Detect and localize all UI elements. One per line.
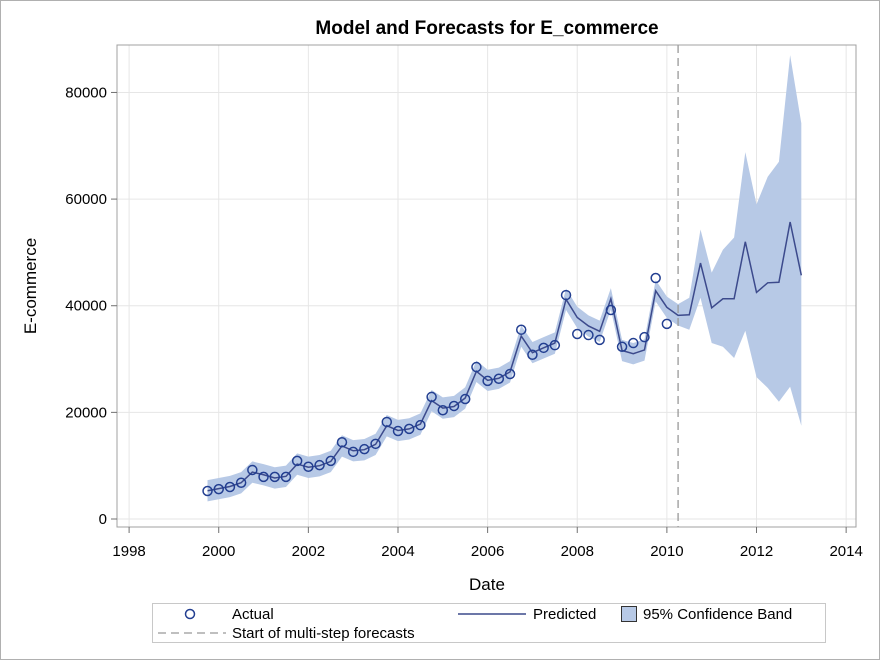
legend-label: 95% Confidence Band bbox=[643, 606, 792, 623]
actual-point bbox=[661, 318, 673, 330]
y-tick-label: 20000 bbox=[65, 404, 107, 421]
actual-point bbox=[639, 331, 650, 343]
x-tick-label: 2012 bbox=[740, 543, 773, 560]
actual-point bbox=[269, 471, 280, 483]
legend-label: Start of multi-step forecasts bbox=[232, 625, 415, 642]
legend-label: Predicted bbox=[533, 606, 596, 623]
plot bbox=[202, 45, 803, 527]
y-tick-label: 40000 bbox=[65, 298, 107, 315]
actual-point bbox=[628, 337, 639, 349]
actual-point bbox=[280, 471, 292, 483]
x-axis-label: Date bbox=[469, 575, 505, 594]
actual-point bbox=[370, 438, 381, 450]
actual-point bbox=[291, 455, 303, 467]
predicted-line bbox=[207, 221, 803, 492]
actual-point bbox=[426, 391, 437, 403]
actual-point bbox=[247, 464, 258, 476]
actual-point bbox=[314, 459, 325, 471]
y-tick-label: 80000 bbox=[65, 84, 107, 101]
x-tick-label: 2002 bbox=[292, 543, 325, 560]
actual-point bbox=[213, 483, 224, 495]
chart-title: Model and Forecasts for E_commerce bbox=[315, 18, 658, 39]
actual-point bbox=[538, 342, 549, 354]
actual-point bbox=[325, 455, 337, 467]
x-tick-label: 2000 bbox=[202, 543, 235, 560]
actual-point bbox=[459, 393, 471, 405]
x-tick-label: 1998 bbox=[112, 543, 145, 560]
actual-point bbox=[515, 324, 527, 335]
actual-point bbox=[403, 423, 415, 435]
actual-point bbox=[504, 368, 516, 380]
x-tick-label: 2014 bbox=[829, 543, 862, 560]
actual-point bbox=[549, 339, 561, 351]
actual-point bbox=[415, 419, 426, 431]
actual-point bbox=[303, 461, 314, 472]
actual-point bbox=[493, 373, 505, 385]
axes: 1998 2000 2002 2004 2006 2008 2010 2012 2014 0 200… bbox=[65, 84, 863, 560]
x-tick-label: 2008 bbox=[561, 543, 594, 560]
actual-point bbox=[381, 416, 393, 428]
actual-point bbox=[258, 471, 269, 483]
actual-point bbox=[605, 304, 617, 316]
grid bbox=[117, 45, 856, 527]
actual-point bbox=[437, 404, 449, 416]
legend-symbol bbox=[621, 606, 637, 622]
actual-point bbox=[482, 375, 493, 387]
actual-point bbox=[359, 443, 370, 455]
y-axis-label: E-commerce bbox=[21, 238, 40, 334]
actual-point bbox=[448, 400, 460, 412]
actual-point bbox=[560, 289, 572, 301]
x-tick-label: 2010 bbox=[650, 543, 683, 560]
actual-point bbox=[572, 328, 583, 340]
actual-point bbox=[392, 425, 404, 437]
actual-point bbox=[224, 481, 236, 493]
legend-symbol bbox=[184, 608, 196, 620]
legend-box bbox=[152, 603, 826, 643]
actual-point bbox=[336, 436, 348, 448]
actual-point bbox=[616, 341, 628, 353]
actual-point bbox=[527, 349, 538, 361]
actual-point bbox=[347, 446, 359, 458]
actual-point bbox=[235, 477, 247, 488]
legend-label: Actual bbox=[232, 606, 274, 623]
x-tick-label: 2004 bbox=[381, 543, 414, 560]
x-tick-label: 2006 bbox=[471, 543, 504, 560]
y-tick-label: 60000 bbox=[65, 191, 107, 208]
y-tick-label: 0 bbox=[99, 511, 107, 528]
actual-point bbox=[594, 334, 605, 346]
legend: Actual Predicted 95% Confidence Band Start … bbox=[158, 606, 792, 642]
actual-point bbox=[650, 272, 661, 284]
actual-point bbox=[583, 329, 594, 341]
actual-point bbox=[202, 485, 213, 497]
plot-frame bbox=[116, 44, 857, 528]
actual-point bbox=[471, 361, 482, 373]
